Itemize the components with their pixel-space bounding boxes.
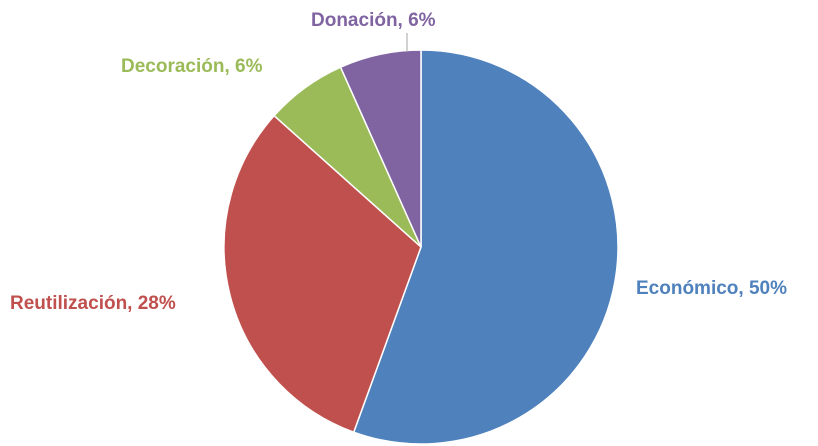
pie-slices <box>223 49 619 445</box>
slice-label-reutilizacion: Reutilización, 28% <box>10 293 176 314</box>
slice-label-economico: Económico, 50% <box>636 278 787 299</box>
pie-slice-economico <box>352 49 619 445</box>
pie-slice-reutilizacion <box>223 114 422 434</box>
slice-label-donacion: Donación, 6% <box>311 10 436 31</box>
pie-slice-donacion <box>339 49 422 248</box>
slice-label-decoracion: Decoración, 6% <box>121 56 263 77</box>
